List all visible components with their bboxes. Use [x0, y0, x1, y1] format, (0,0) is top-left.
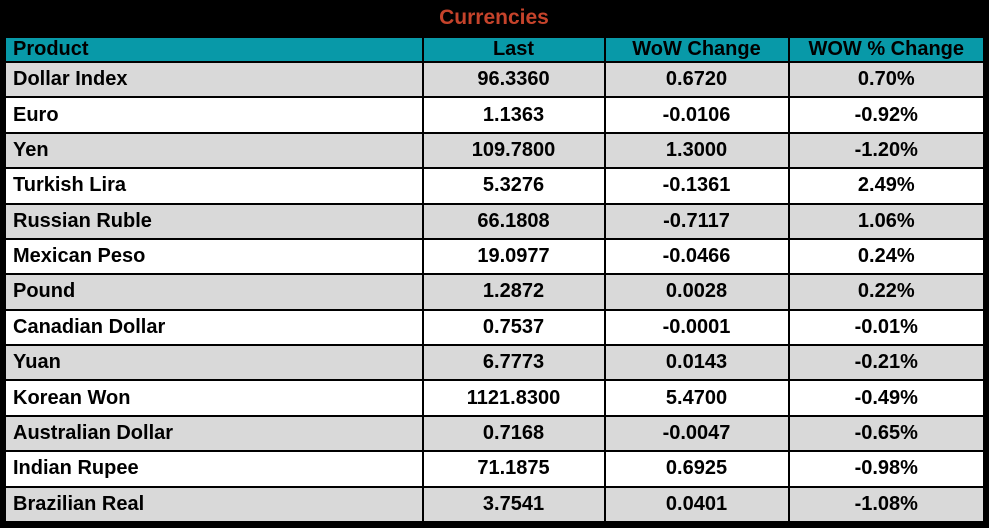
product-cell: Turkish Lira [3, 167, 424, 205]
table-title-bar: Currencies [3, 0, 985, 36]
table-row: Pound 1.2872 0.0028 0.22% [3, 273, 985, 311]
wow-pct-change-cell: -1.20% [787, 131, 985, 170]
last-cell: 0.7537 [421, 308, 606, 347]
wow-pct-change-cell: 0.22% [787, 273, 985, 311]
product-cell: Indian Rupee [3, 450, 424, 488]
product-cell: Euro [3, 96, 424, 134]
wow-change-cell: 1.3000 [603, 131, 790, 170]
wow-pct-change-cell: 0.70% [787, 60, 985, 99]
wow-change-cell: 0.6720 [603, 60, 790, 99]
wow-pct-change-cell: 0.24% [787, 237, 985, 276]
wow-change-cell: -0.0047 [603, 414, 790, 453]
wow-change-cell: -0.0001 [603, 308, 790, 347]
wow-pct-change-cell: -0.01% [787, 308, 985, 347]
last-cell: 109.7800 [421, 131, 606, 170]
product-cell: Canadian Dollar [3, 308, 424, 347]
last-cell: 1121.8300 [421, 379, 606, 417]
header-wow-change: WoW Change [603, 36, 790, 63]
table-row: Dollar Index 96.3360 0.6720 0.70% [3, 60, 985, 99]
header-wow-pct-change: WOW % Change [787, 36, 985, 63]
wow-change-cell: 0.6925 [603, 450, 790, 488]
wow-change-cell: -0.0466 [603, 237, 790, 276]
wow-pct-change-cell: 2.49% [787, 167, 985, 205]
table-row: Euro 1.1363 -0.0106 -0.92% [3, 96, 985, 134]
wow-change-cell: 0.0028 [603, 273, 790, 311]
product-cell: Pound [3, 273, 424, 311]
wow-pct-change-cell: -1.08% [787, 485, 985, 523]
product-cell: Mexican Peso [3, 237, 424, 276]
table-row: Australian Dollar 0.7168 -0.0047 -0.65% [3, 414, 985, 453]
last-cell: 1.1363 [421, 96, 606, 134]
wow-change-cell: 0.0401 [603, 485, 790, 523]
wow-change-cell: -0.7117 [603, 202, 790, 240]
product-cell: Russian Ruble [3, 202, 424, 240]
table-row: Yuan 6.7773 0.0143 -0.21% [3, 343, 985, 382]
table-row: Turkish Lira 5.3276 -0.1361 2.49% [3, 167, 985, 205]
wow-pct-change-cell: -0.21% [787, 343, 985, 382]
wow-change-cell: 5.4700 [603, 379, 790, 417]
header-row: Product Last WoW Change WOW % Change [3, 36, 985, 63]
wow-change-cell: -0.0106 [603, 96, 790, 134]
wow-pct-change-cell: -0.65% [787, 414, 985, 453]
last-cell: 0.7168 [421, 414, 606, 453]
wow-pct-change-cell: -0.92% [787, 96, 985, 134]
table-row: Indian Rupee 71.1875 0.6925 -0.98% [3, 450, 985, 488]
product-cell: Brazilian Real [3, 485, 424, 523]
header-product: Product [3, 36, 424, 63]
wow-change-cell: 0.0143 [603, 343, 790, 382]
last-cell: 6.7773 [421, 343, 606, 382]
last-cell: 66.1808 [421, 202, 606, 240]
last-cell: 3.7541 [421, 485, 606, 523]
table-row: Mexican Peso 19.0977 -0.0466 0.24% [3, 237, 985, 276]
table-row: Yen 109.7800 1.3000 -1.20% [3, 131, 985, 170]
last-cell: 1.2872 [421, 273, 606, 311]
product-cell: Australian Dollar [3, 414, 424, 453]
product-cell: Yen [3, 131, 424, 170]
table-title: Currencies [439, 6, 549, 29]
table-row: Korean Won 1121.8300 5.4700 -0.49% [3, 379, 985, 417]
header-last: Last [421, 36, 606, 63]
product-cell: Korean Won [3, 379, 424, 417]
last-cell: 71.1875 [421, 450, 606, 488]
table-row: Russian Ruble 66.1808 -0.7117 1.06% [3, 202, 985, 240]
last-cell: 96.3360 [421, 60, 606, 99]
wow-change-cell: -0.1361 [603, 167, 790, 205]
wow-pct-change-cell: -0.49% [787, 379, 985, 417]
wow-pct-change-cell: 1.06% [787, 202, 985, 240]
product-cell: Dollar Index [3, 60, 424, 99]
table-body: Dollar Index 96.3360 0.6720 0.70% Euro 1.1363… [3, 60, 985, 523]
currencies-table: Product Last WoW Change WOW % Change Dol… [3, 36, 985, 523]
table-row: Brazilian Real 3.7541 0.0401 -1.08% [3, 485, 985, 523]
table-row: Canadian Dollar 0.7537 -0.0001 -0.01% [3, 308, 985, 347]
last-cell: 19.0977 [421, 237, 606, 276]
last-cell: 5.3276 [421, 167, 606, 205]
product-cell: Yuan [3, 343, 424, 382]
wow-pct-change-cell: -0.98% [787, 450, 985, 488]
